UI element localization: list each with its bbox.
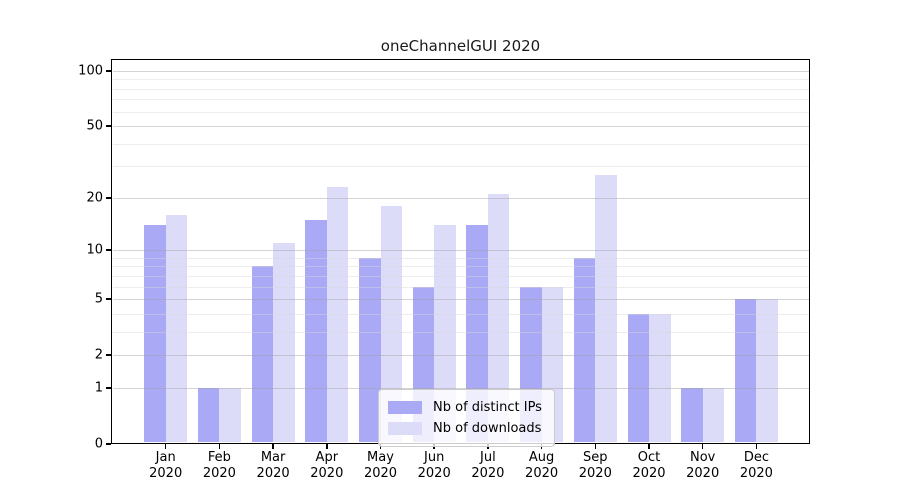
gridline-minor: [113, 313, 809, 315]
y-tick-label: 20: [86, 190, 103, 206]
bar-distinct-ips-mar: [251, 266, 274, 443]
y-tick-label: 0: [94, 436, 103, 452]
gridline-minor: [113, 266, 809, 268]
gridline-minor: [113, 143, 809, 145]
y-tick-mark: [106, 249, 111, 251]
bar-downloads-jun: [434, 225, 456, 443]
x-tick-label: Aug 2020: [525, 450, 559, 481]
y-tick-mark: [106, 197, 111, 199]
x-tick-label: Feb 2020: [202, 450, 236, 481]
bar-distinct-ips-jul: [466, 225, 488, 443]
x-tick-label: Jul 2020: [471, 450, 505, 481]
gridline-minor: [113, 111, 809, 113]
y-tick-label: 1: [94, 380, 103, 396]
y-tick-label: 50: [86, 118, 103, 134]
x-tick-mark: [272, 444, 274, 449]
legend-label-distinct-ips: Nb of distinct IPs: [433, 400, 542, 415]
x-tick-label: Jun 2020: [417, 450, 451, 481]
bar-downloads-sep: [595, 174, 617, 443]
legend: Nb of distinct IPs Nb of downloads: [378, 389, 555, 447]
bar-downloads-apr: [326, 187, 349, 443]
y-tick-mark: [106, 354, 111, 356]
bar-distinct-ips-may: [359, 257, 381, 443]
x-tick-mark: [701, 444, 704, 449]
gridline-major: [113, 70, 809, 72]
x-tick-label: Nov 2020: [686, 450, 720, 481]
gridline-minor: [113, 286, 809, 288]
gridline-major: [113, 250, 809, 252]
bar-downloads-jul: [487, 194, 510, 443]
legend-item-downloads: Nb of downloads: [388, 418, 542, 439]
gridline-minor: [113, 88, 809, 90]
gridline-minor: [113, 166, 809, 168]
legend-swatch-distinct-ips: [388, 401, 422, 414]
y-tick-label: 100: [78, 63, 103, 79]
x-tick-label: Sep 2020: [578, 450, 612, 481]
gridline-major: [113, 126, 809, 128]
x-tick-label: May 2020: [363, 450, 398, 481]
x-tick-mark: [326, 444, 328, 449]
gridline-major: [113, 197, 809, 199]
x-tick-label: Dec 2020: [739, 450, 773, 481]
gridline-minor: [113, 275, 809, 277]
bar-downloads-dec: [756, 299, 778, 443]
bar-distinct-ips-nov: [681, 387, 703, 443]
legend-item-distinct-ips: Nb of distinct IPs: [388, 397, 542, 418]
y-tick-label: 5: [94, 291, 103, 307]
legend-swatch-downloads: [388, 422, 422, 435]
plot-area: [111, 59, 810, 444]
y-tick-mark: [106, 70, 111, 72]
x-tick-mark: [164, 444, 167, 449]
chart-title: oneChannelGUI 2020: [380, 37, 541, 55]
bar-distinct-ips-dec: [734, 299, 757, 443]
x-tick-label: Oct 2020: [632, 450, 666, 481]
y-tick-mark: [106, 387, 111, 389]
x-tick-mark: [755, 444, 758, 449]
bar-downloads-jan: [165, 214, 188, 443]
bar-distinct-ips-sep: [573, 257, 596, 443]
bar-downloads-oct: [649, 313, 671, 443]
bar-distinct-ips-feb: [197, 387, 220, 443]
x-tick-label: Mar 2020: [256, 450, 290, 481]
bar-downloads-nov: [702, 387, 725, 443]
bar-distinct-ips-jan: [144, 225, 166, 443]
gridline-minor: [113, 99, 809, 101]
x-tick-label: Apr 2020: [310, 450, 344, 481]
x-tick-mark: [218, 444, 221, 449]
bar-downloads-mar: [273, 243, 295, 443]
legend-label-downloads: Nb of downloads: [433, 421, 542, 436]
y-tick-label: 2: [94, 347, 103, 363]
gridline-minor: [113, 79, 809, 81]
gridline-major: [113, 299, 809, 301]
bar-downloads-feb: [219, 387, 241, 443]
gridline-minor: [113, 331, 809, 333]
x-tick-mark: [648, 444, 650, 449]
bar-downloads-may: [380, 205, 402, 443]
gridline-major: [113, 355, 809, 357]
y-tick-label: 10: [86, 242, 103, 258]
y-tick-mark: [106, 443, 111, 445]
y-tick-mark: [106, 298, 111, 300]
bar-distinct-ips-apr: [305, 219, 327, 443]
bar-distinct-ips-oct: [627, 313, 649, 443]
gridline-major: [113, 387, 809, 389]
x-tick-mark: [594, 444, 597, 449]
y-tick-mark: [106, 125, 111, 127]
gridline-minor: [113, 257, 809, 259]
x-tick-label: Jan 2020: [149, 450, 183, 481]
